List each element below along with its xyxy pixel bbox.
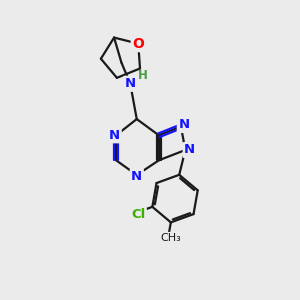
Text: N: N: [109, 129, 120, 142]
Text: N: N: [178, 118, 189, 131]
Text: N: N: [131, 170, 142, 183]
Text: CH₃: CH₃: [161, 233, 182, 243]
Text: N: N: [184, 143, 195, 157]
Text: Cl: Cl: [131, 208, 146, 221]
Text: H: H: [138, 69, 148, 82]
Text: O: O: [132, 37, 144, 51]
Text: N: N: [125, 77, 136, 90]
